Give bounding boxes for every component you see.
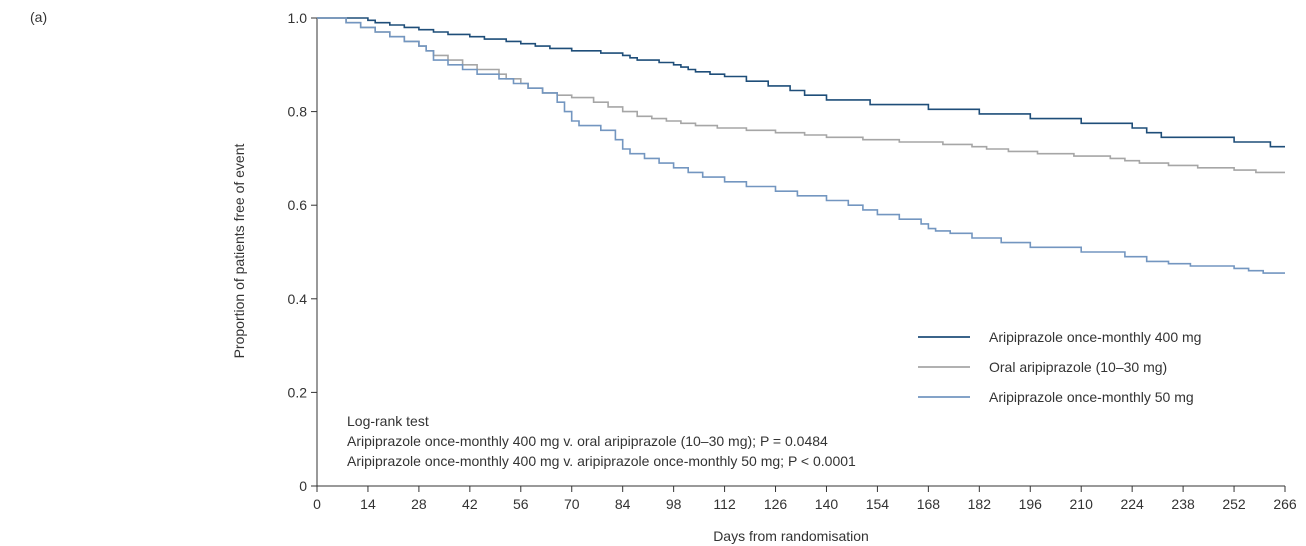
- legend-label: Aripiprazole once-monthly 400 mg: [989, 329, 1201, 345]
- y-tick-label: 1.0: [288, 10, 308, 26]
- x-tick-label: 266: [1273, 496, 1297, 512]
- x-tick-label: 210: [1070, 496, 1094, 512]
- x-tick-label: 112: [713, 496, 736, 512]
- x-tick-label: 126: [764, 496, 788, 512]
- annotation-title: Log-rank test: [347, 413, 429, 429]
- y-tick-label: 0: [299, 478, 307, 494]
- annotation-comparison-50mg: Aripiprazole once-monthly 400 mg v. arip…: [347, 453, 856, 469]
- y-axis-ticks: 0 0.2 0.4 0.6 0.8 1.0: [288, 10, 317, 494]
- log-rank-annotation: Log-rank test Aripiprazole once-monthly …: [347, 413, 856, 469]
- y-tick-label: 0.6: [288, 197, 308, 213]
- x-tick-label: 0: [313, 496, 321, 512]
- y-tick-label: 0.2: [288, 384, 308, 400]
- legend-label: Oral aripiprazole (10–30 mg): [989, 359, 1167, 375]
- x-tick-label: 154: [866, 496, 890, 512]
- x-tick-label: 84: [615, 496, 631, 512]
- axes: [311, 18, 1285, 492]
- x-tick-label: 182: [968, 496, 992, 512]
- legend-item-400mg: Aripiprazole once-monthly 400 mg: [918, 329, 1201, 345]
- y-tick-label: 0.8: [288, 104, 308, 120]
- x-tick-label: 28: [411, 496, 427, 512]
- x-tick-label: 238: [1171, 496, 1195, 512]
- y-tick-label: 0.4: [288, 291, 308, 307]
- legend-item-oral: Oral aripiprazole (10–30 mg): [918, 359, 1167, 375]
- x-tick-label: 224: [1120, 496, 1144, 512]
- x-tick-label: 56: [513, 496, 529, 512]
- x-tick-label: 42: [462, 496, 478, 512]
- legend-label: Aripiprazole once-monthly 50 mg: [989, 389, 1194, 405]
- y-axis-label: Proportion of patients free of event: [231, 143, 247, 358]
- series-400mg-line: [317, 17, 1285, 148]
- annotation-comparison-oral: Aripiprazole once-monthly 400 mg v. oral…: [347, 433, 828, 449]
- x-tick-label: 252: [1222, 496, 1246, 512]
- series-oral-line: [317, 17, 1285, 174]
- x-tick-label: 14: [360, 496, 376, 512]
- series-lines: [317, 17, 1285, 274]
- legend: Aripiprazole once-monthly 400 mg Oral ari…: [918, 329, 1201, 405]
- x-tick-label: 98: [666, 496, 682, 512]
- x-tick-label: 70: [564, 496, 580, 512]
- series-50mg-line: [317, 17, 1285, 274]
- panel-label: (a): [30, 9, 47, 25]
- x-axis-label: Days from randomisation: [713, 528, 869, 544]
- legend-item-50mg: Aripiprazole once-monthly 50 mg: [918, 389, 1194, 405]
- x-axis-ticks: 0 14 28 42 56 70 84 98 112 126 140 154 168 182 196 210 2…: [313, 486, 1297, 512]
- x-tick-label: 140: [815, 496, 839, 512]
- x-tick-label: 196: [1019, 496, 1043, 512]
- x-tick-label: 168: [917, 496, 941, 512]
